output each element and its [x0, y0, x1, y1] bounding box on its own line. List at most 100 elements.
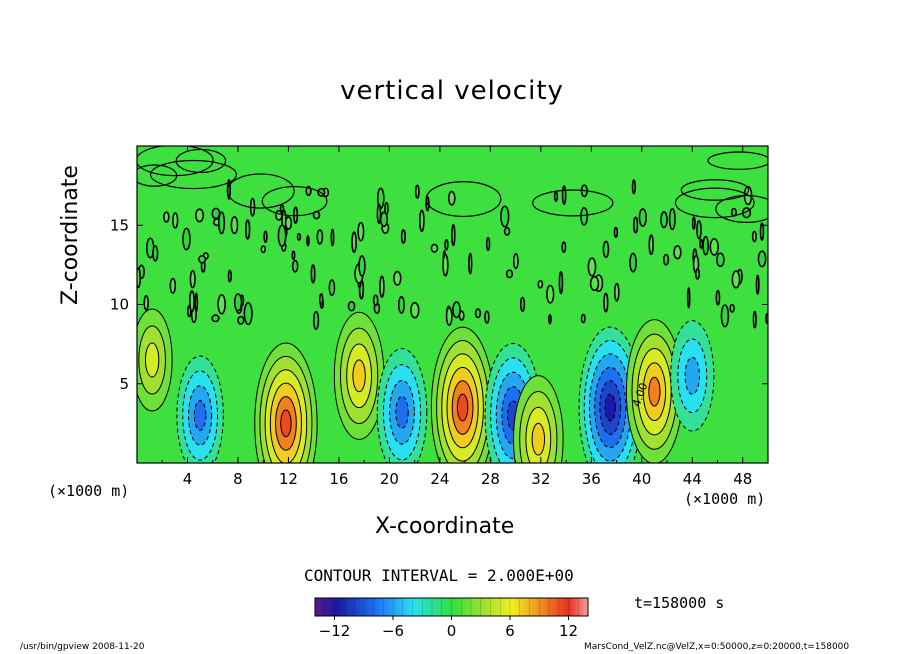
turbulence-contour: [410, 301, 420, 319]
colorbar-tick-label: 6: [505, 622, 515, 640]
turbulence-contour: [519, 296, 526, 312]
upper-contour: [707, 151, 768, 170]
turbulence-contour: [444, 239, 449, 251]
turbulence-contour: [484, 310, 490, 324]
turbulence-contour: [279, 204, 285, 213]
x-tick-label: 28: [481, 470, 500, 488]
turbulence-contour: [603, 292, 609, 313]
turbulence-contour: [458, 310, 465, 321]
velocity-cell-5: [430, 326, 495, 463]
upper-contour: [226, 173, 295, 209]
upper-contour: [137, 146, 214, 177]
turbulence-contour: [503, 226, 511, 236]
contour-level: [531, 422, 546, 456]
turbulence-contour: [580, 313, 586, 324]
turbulence-contour: [702, 235, 710, 256]
turbulence-contour: [638, 208, 647, 227]
upper-contour: [425, 181, 502, 218]
turbulence-contour: [419, 209, 425, 233]
turbulence-contour: [330, 228, 335, 247]
turbulence-contour: [163, 211, 170, 223]
turbulence-contour: [198, 254, 207, 264]
upper-contour: [532, 189, 614, 217]
turbulence-contour: [275, 209, 283, 221]
turbulence-contour: [632, 216, 639, 234]
turbulence-contour: [296, 232, 302, 241]
turbulence-contour: [715, 252, 725, 268]
turbulence-contour: [631, 179, 637, 195]
velocity-cell-0: [137, 308, 173, 412]
turbulence-contour: [602, 240, 610, 258]
turbulence-contour: [372, 294, 379, 307]
upper-contour: [149, 159, 237, 190]
x-unit-label-right: (×1000 m): [684, 490, 766, 508]
turbulence-contour: [558, 270, 564, 295]
turbulence-contour: [316, 229, 324, 245]
turbulence-contour: [668, 208, 676, 231]
upper-contour: [175, 148, 227, 174]
turbulence-contour: [376, 203, 382, 224]
turbulence-contour: [730, 207, 737, 217]
x-tick-label: 20: [380, 470, 399, 488]
turbulence-contour: [451, 224, 456, 247]
velocity-cell-9: [625, 319, 683, 463]
turbulence-contour: [500, 205, 510, 228]
turbulence-contour: [306, 235, 310, 247]
turbulence-contour: [474, 308, 482, 319]
velocity-cell-8: [578, 326, 642, 463]
turbulence-contour: [447, 190, 456, 206]
velocity-cell-3: [333, 311, 385, 440]
contour-level: [280, 409, 292, 438]
turbulence-contour: [694, 268, 701, 280]
turbulence-contour: [485, 237, 491, 251]
turbulence-contour: [613, 282, 620, 302]
turbulence-contour: [613, 226, 619, 238]
turbulence-contour: [291, 259, 299, 273]
turbulence-contour: [548, 314, 552, 325]
colorbar-ticks: −12 −6 0 6 12: [319, 598, 579, 640]
turbulence-contour: [357, 221, 365, 242]
velocity-cell-4: [376, 348, 428, 463]
turbulence-contour: [218, 211, 226, 235]
contour-level: [684, 356, 700, 395]
time-label: t=158000 s: [634, 594, 725, 612]
turbulence-contour: [143, 294, 149, 311]
turbulence-contour: [393, 270, 402, 286]
turbulence-contour: [137, 267, 141, 289]
contour-level: [604, 393, 616, 422]
y-tick-label: 5: [119, 375, 129, 393]
turbulence-contour: [347, 301, 356, 312]
turbulence-contour: [414, 184, 420, 199]
turbulence-contour: [561, 185, 567, 205]
turbulence-contour: [172, 212, 179, 229]
turbulence-contour: [731, 270, 741, 289]
x-tick-label: 16: [329, 470, 348, 488]
turbulence-contour: [189, 290, 195, 313]
turbulence-contour: [351, 231, 357, 253]
turbulence-contour: [397, 295, 405, 314]
turbulence-contour: [752, 310, 757, 329]
turbulence-contour: [211, 314, 220, 323]
contour-level: [456, 393, 469, 422]
turbulence-contour: [244, 219, 251, 240]
turbulence-contour: [194, 292, 199, 313]
turbulence-contour: [284, 216, 293, 230]
contour-level: [193, 400, 207, 431]
turbulence-contour: [686, 287, 691, 309]
colorbar-tick-label: −6: [382, 622, 404, 640]
turbulence-contour: [379, 275, 385, 298]
upper-contour: [261, 185, 328, 217]
contour-level: [144, 342, 160, 378]
turbulence-contour: [230, 216, 239, 235]
x-unit-label-left: (×1000 m): [48, 482, 130, 500]
turbulence-contour: [757, 250, 767, 268]
turbulence-contour: [691, 216, 696, 230]
turbulence-contour: [260, 245, 267, 254]
chart-title: vertical velocity: [340, 76, 564, 106]
turbulence-contour: [310, 264, 316, 284]
contour-level: [395, 395, 409, 429]
turbulence-contour: [580, 207, 589, 226]
turbulence-contour: [243, 302, 253, 326]
velocity-cell-7: [513, 375, 564, 463]
y-tick-label: 15: [110, 216, 129, 234]
